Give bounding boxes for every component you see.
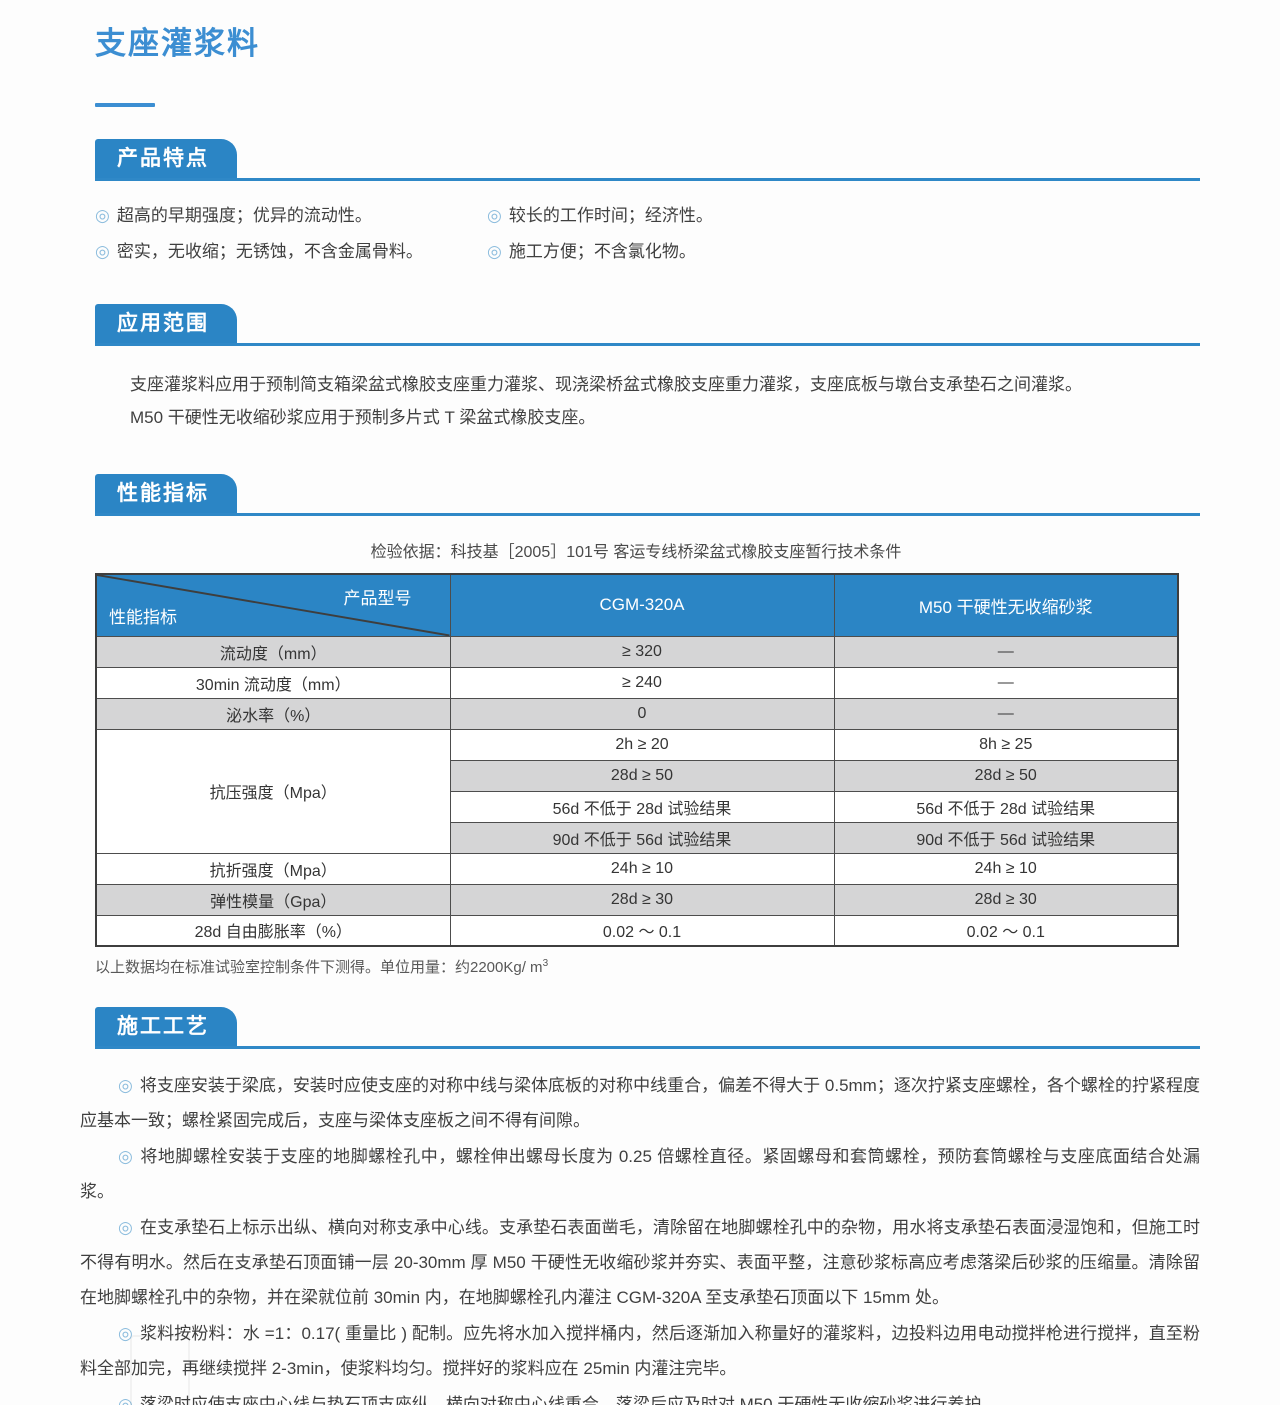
cell: 0.02 ～ 0.1 <box>449 914 835 947</box>
section-tab-construction: 施工工艺 <box>95 1007 237 1046</box>
table-row: 56d 不低于 28d 试验结果 56d 不低于 28d 试验结果 <box>96 790 1179 823</box>
construction-steps: ◎ 将支座安装于梁底，安装时应使支座的对称中线与梁体底板的对称中线重合，偏差不得大… <box>80 1068 1200 1405</box>
feature-text: 施工方便；不含氯化物。 <box>508 242 696 261</box>
feature-text: 超高的早期强度；优异的流动性。 <box>116 206 372 225</box>
cell: 28d ≥ 30 <box>449 883 835 916</box>
row-label: 抗折强度（Mpa） <box>95 852 451 885</box>
section-tab-features: 产品特点 <box>95 139 237 178</box>
table-row: 泌水率（%） 0 — <box>95 697 1179 730</box>
cell: ≥ 240 <box>449 666 835 699</box>
ring-bullet-icon: ◎ <box>95 242 110 261</box>
cell: 24h ≥ 10 <box>449 852 835 885</box>
ring-bullet-icon: ◎ <box>118 1147 134 1166</box>
cell: 0 <box>449 697 835 730</box>
cell: 24h ≥ 10 <box>833 852 1179 885</box>
construction-step: ◎ 浆料按粉料：水 =1：0.17( 重量比 ) 配制。应先将水加入搅拌桶内，然后… <box>80 1316 1200 1386</box>
diagonal-header-cell: 产品型号 性能指标 <box>95 573 451 637</box>
step-text: 将地脚螺栓安装于支座的地脚螺栓孔中，螺栓伸出螺母长度为 0.25 倍螺栓直径。紧… <box>80 1147 1201 1201</box>
test-basis-note: 检验依据：科技基［2005］101号 客运专线桥梁盆式橡胶支座暂行技术条件 <box>370 544 902 561</box>
cell: 90d 不低于 56d 试验结果 <box>449 821 835 854</box>
ring-bullet-icon: ◎ <box>95 206 110 225</box>
ring-bullet-icon: ◎ <box>118 1395 133 1405</box>
cell: 28d ≥ 50 <box>449 759 835 792</box>
step-text: 将支座安装于梁底，安装时应使支座的对称中线与梁体底板的对称中线重合，偏差不得大于… <box>80 1076 1200 1130</box>
cell: 8h ≥ 25 <box>833 728 1179 761</box>
column-header: M50 干硬性无收缩砂浆 <box>833 573 1179 637</box>
footnote-superscript: 3 <box>542 958 549 969</box>
ring-bullet-icon: ◎ <box>118 1324 133 1343</box>
cell: — <box>833 697 1179 730</box>
cell: ≥ 320 <box>449 635 835 668</box>
row-label: 30min 流动度（mm） <box>95 666 451 699</box>
list-item: ◎ 超高的早期强度；优异的流动性。 <box>95 201 487 226</box>
table-header-row: 产品型号 性能指标 CGM-320A M50 干硬性无收缩砂浆 <box>95 573 1179 637</box>
list-item: ◎ 施工方便；不含氯化物。 <box>487 237 1200 262</box>
step-text: 在支承垫石上标示出纵、横向对称支承中心线。支承垫石表面凿毛，清除留在地脚螺栓孔中… <box>80 1218 1200 1307</box>
features-list: ◎ 超高的早期强度；优异的流动性。 ◎ 较长的工作时间；经济性。 ◎ 密实，无收缩；无… <box>95 201 1200 262</box>
table-footnote: 以上数据均在标准试验室控制条件下测得。单位用量：约2200Kg/ m3 <box>95 956 1200 977</box>
cell: — <box>833 666 1179 699</box>
cell: 0.02 ～ 0.1 <box>833 914 1179 947</box>
application-line: M50 干硬性无收缩砂浆应用于预制多片式 T 梁盆式橡胶支座。 <box>130 408 596 427</box>
construction-step: ◎ 将地脚螺栓安装于支座的地脚螺栓孔中，螺栓伸出螺母长度为 0.25 倍螺栓直径。… <box>80 1139 1200 1209</box>
section-header-features: 产品特点 <box>95 139 1200 181</box>
cell: 56d 不低于 28d 试验结果 <box>449 790 835 823</box>
section-tab-performance: 性能指标 <box>95 474 237 513</box>
construction-step: ◎ 落梁时应使支座中心线与垫石顶支座纵、横向对称中心线重合。落梁后应及时对 M50… <box>80 1387 1200 1405</box>
feature-text: 较长的工作时间；经济性。 <box>508 206 713 225</box>
feature-text: 密实，无收缩；无锈蚀，不含金属骨料。 <box>116 242 423 261</box>
corner-label-performance-index: 性能指标 <box>109 607 177 627</box>
cell: 90d 不低于 56d 试验结果 <box>833 821 1179 854</box>
row-label: 流动度（mm） <box>95 635 451 668</box>
table-row: 抗压强度（Mpa） 2h ≥ 20 8h ≥ 25 <box>95 728 1179 854</box>
step-text: 落梁时应使支座中心线与垫石顶支座纵、横向对称中心线重合。落梁后应及时对 M50 … <box>139 1395 999 1405</box>
corner-label-product-model: 产品型号 <box>343 589 412 608</box>
table-row: 抗折强度（Mpa） 24h ≥ 10 24h ≥ 10 <box>95 852 1179 885</box>
ring-bullet-icon: ◎ <box>118 1076 133 1095</box>
cell: 2h ≥ 20 <box>449 728 835 761</box>
row-label-compressive-strength: 抗压强度（Mpa） <box>95 728 451 854</box>
cell: 28d ≥ 50 <box>833 759 1179 792</box>
cell: — <box>833 635 1179 668</box>
performance-table: 产品型号 性能指标 CGM-320A M50 干硬性无收缩砂浆 流动度（mm） … <box>95 573 1179 947</box>
table-row: 弹性模量（Gpa） 28d ≥ 30 28d ≥ 30 <box>95 883 1179 916</box>
table-row: 流动度（mm） ≥ 320 — <box>95 635 1179 668</box>
table-row: 30min 流动度（mm） ≥ 240 — <box>95 666 1179 699</box>
section-header-construction: 施工工艺 <box>95 1007 1200 1049</box>
section-header-performance: 性能指标 <box>95 474 1200 516</box>
diagonal-line <box>97 575 450 636</box>
title-underline <box>95 103 155 107</box>
construction-step: ◎ 将支座安装于梁底，安装时应使支座的对称中线与梁体底板的对称中线重合，偏差不得大… <box>80 1068 1200 1138</box>
table-row: 28d 自由膨胀率（%） 0.02 ～ 0.1 0.02 ～ 0.1 <box>95 914 1179 947</box>
row-label: 弹性模量（Gpa） <box>95 883 451 916</box>
footnote-text: 以上数据均在标准试验室控制条件下测得。单位用量：约2200Kg/ m <box>95 959 543 976</box>
section-tab-application: 应用范围 <box>95 304 237 343</box>
application-paragraph: 支座灌浆料应用于预制简支箱梁盆式橡胶支座重力灌浆、现浇梁桥盆式橡胶支座重力灌浆，… <box>130 368 1200 434</box>
list-item: ◎ 密实，无收缩；无锈蚀，不含金属骨料。 <box>95 237 487 262</box>
construction-step: ◎ 在支承垫石上标示出纵、横向对称支承中心线。支承垫石表面凿毛，清除留在地脚螺栓孔… <box>80 1210 1200 1315</box>
step-text: 浆料按粉料：水 =1：0.17( 重量比 ) 配制。应先将水加入搅拌桶内，然后逐… <box>80 1324 1200 1378</box>
ring-bullet-icon: ◎ <box>487 206 502 225</box>
application-line: 支座灌浆料应用于预制简支箱梁盆式橡胶支座重力灌浆、现浇梁桥盆式橡胶支座重力灌浆，… <box>130 375 1082 394</box>
row-label: 28d 自由膨胀率（%） <box>95 914 451 947</box>
list-item: ◎ 较长的工作时间；经济性。 <box>487 201 1200 226</box>
row-label: 泌水率（%） <box>95 697 451 730</box>
scan-artifact-ghost <box>130 1335 190 1405</box>
ring-bullet-icon: ◎ <box>487 242 502 261</box>
page-title: 支座灌浆料 <box>95 26 260 61</box>
section-header-application: 应用范围 <box>95 304 1200 346</box>
cell: 56d 不低于 28d 试验结果 <box>833 790 1179 823</box>
ring-bullet-icon: ◎ <box>118 1218 133 1237</box>
cell: 28d ≥ 30 <box>833 883 1179 916</box>
column-header: CGM-320A <box>449 573 835 637</box>
table-row: 90d 不低于 56d 试验结果 90d 不低于 56d 试验结果 <box>96 821 1179 854</box>
